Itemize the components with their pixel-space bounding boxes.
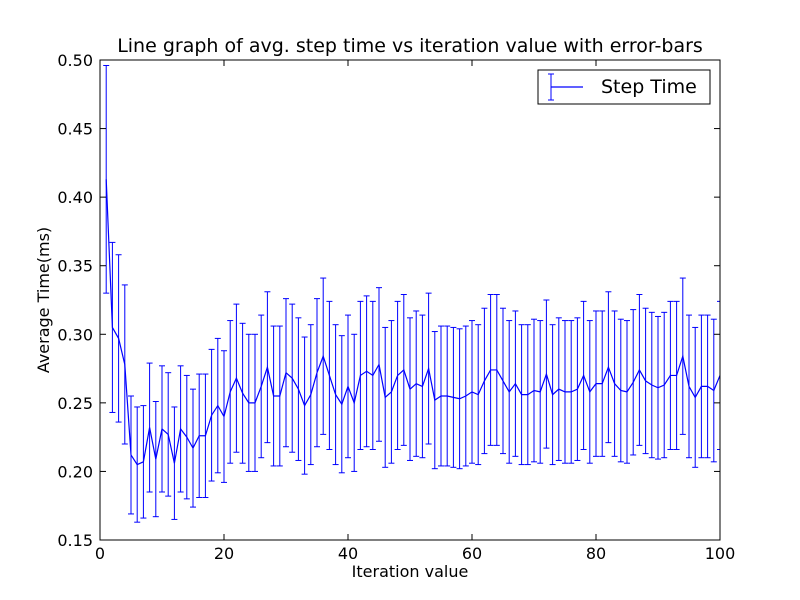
y-tick-label: 0.45: [57, 120, 93, 139]
series-marks: [103, 64, 720, 523]
legend: Step Time: [537, 69, 711, 105]
y-tick-label: 0.30: [57, 325, 93, 344]
axis-ticks: 0 20 40 60 80 100 0.15 0.20 0.25 0.30 0.35 0.40 0.45…: [57, 51, 735, 563]
x-tick-label: 80: [586, 544, 606, 563]
x-tick-label: 40: [338, 544, 358, 563]
legend-swatch: [548, 73, 583, 101]
x-tick-label: 60: [462, 544, 482, 563]
y-tick-label: 0.20: [57, 462, 93, 481]
x-tick-label: 0: [95, 544, 105, 563]
legend-label: Step Time: [601, 76, 697, 98]
y-tick-label: 0.15: [57, 531, 93, 550]
x-tick-label: 100: [705, 544, 736, 563]
chart-title: Line graph of avg. step time vs iteratio…: [117, 35, 703, 57]
y-tick-label: 0.25: [57, 394, 93, 413]
plot-frame: [99, 59, 721, 541]
y-tick-label: 0.35: [57, 257, 93, 276]
y-axis-label: Average Time(ms): [34, 227, 53, 373]
series-line-step-time: [105, 179, 720, 466]
x-axis-label: Iteration value: [352, 562, 469, 581]
x-tick-label: 20: [214, 544, 234, 563]
y-tick-label: 0.50: [57, 51, 93, 70]
y-tick-label: 0.40: [57, 188, 93, 207]
